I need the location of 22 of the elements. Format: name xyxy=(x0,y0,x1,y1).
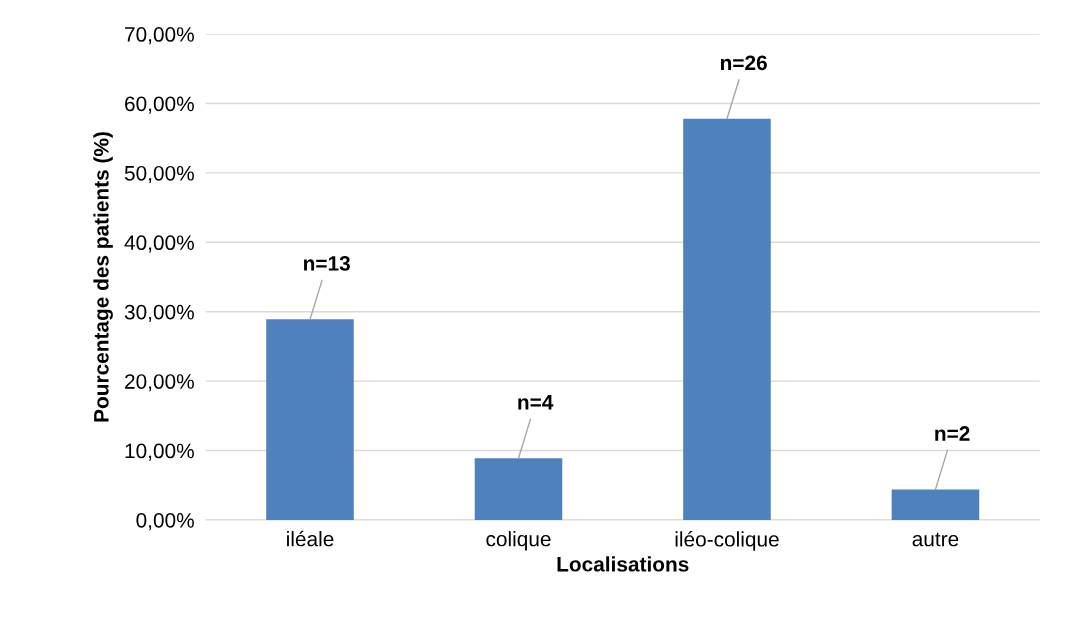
x-tick-label: iléo-colique xyxy=(675,531,779,551)
x-axis-title: Localisations xyxy=(557,556,689,572)
annotation: n=26 xyxy=(720,55,767,71)
y-tick-label: 20,00% xyxy=(125,374,194,392)
y-tick-label: 40,00% xyxy=(124,235,194,253)
bar xyxy=(474,458,563,520)
y-tick-label: 30,00% xyxy=(124,304,194,322)
y-axis-title: Pourcentage des patients (%) xyxy=(93,132,113,422)
x-tick-label: colique xyxy=(486,531,551,551)
annotation: n=4 xyxy=(518,395,554,410)
bar xyxy=(891,489,980,520)
y-tick-label: 50,00% xyxy=(124,165,194,184)
bar xyxy=(683,118,771,520)
x-tick-label: iléale xyxy=(287,530,334,547)
annotation: n=13 xyxy=(304,256,350,271)
annotation: n=2 xyxy=(935,426,970,441)
y-tick-label: 70,00% xyxy=(125,27,194,45)
y-tick-label: 60,00% xyxy=(125,96,194,114)
y-tick-label: 10,00% xyxy=(125,443,194,461)
y-tick-label: 0,00% xyxy=(136,512,194,531)
x-tick-label: autre xyxy=(912,532,959,547)
bar xyxy=(266,319,354,520)
